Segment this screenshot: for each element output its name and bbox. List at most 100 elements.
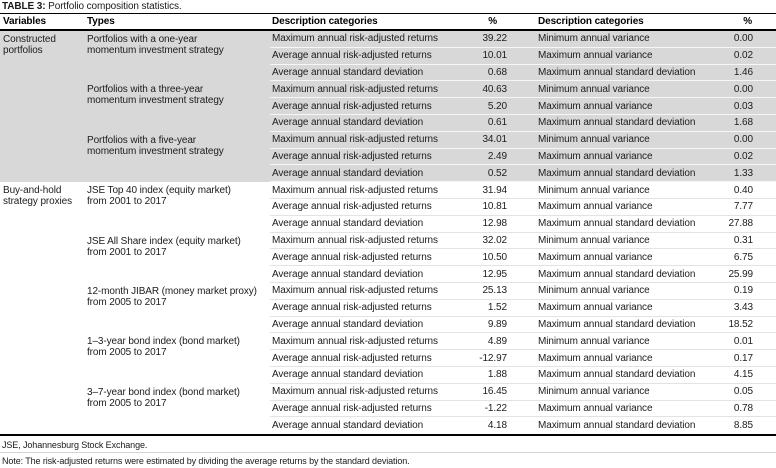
table-footnotes: JSE, Johannesburg Stock Exchange. Note: … (0, 436, 776, 468)
description-cell: Maximum annual standard deviation (536, 216, 712, 233)
percent-cell: 1.46 (712, 64, 776, 82)
percent-cell: 1.52 (462, 300, 536, 317)
percent-cell: 12.98 (462, 216, 536, 233)
table-row: Average annual standard deviation 12.95 Ma… (0, 266, 776, 283)
description-cell: Average annual standard deviation (270, 64, 462, 82)
percent-cell: 4.89 (462, 333, 536, 351)
percent-cell: 8.85 (733, 420, 753, 432)
table-row: Portfolios with a five-year momentum inve… (0, 131, 776, 183)
percent-cell: 0.05 (712, 384, 776, 401)
table-row: Average annual standard deviation 9.89 Max… (0, 317, 776, 334)
description-cell: Average annual standard deviation (270, 317, 462, 334)
percent-cell: 4.18 (487, 420, 507, 432)
percent-cell: 0.03 (712, 98, 776, 115)
type-cell: JSE Top 40 index (equity market) from 200… (87, 185, 231, 208)
percent-cell: 18.52 (712, 317, 776, 334)
table-row: 1–3-year bond index (bond market) from 20… (0, 333, 776, 358)
description-cell: Maximum annual risk-adjusted returns (270, 233, 462, 250)
description-cell: Minimum annual variance (536, 333, 712, 351)
percent-cell: 1.33 (712, 165, 776, 183)
percent-cell: 0.00 (712, 31, 776, 48)
header-description-2: Description categories (536, 14, 712, 31)
percent-cell: 32.02 (462, 233, 536, 250)
percent-cell: 1.88 (462, 367, 536, 384)
percent-cell: 0.00 (712, 81, 776, 99)
description-cell: Maximum annual risk-adjusted returns (270, 31, 462, 48)
type-cell: 1–3-year bond index (bond market) from 20… (87, 336, 240, 359)
table-row: Average annual standard deviation 12.98 Ma… (0, 216, 776, 233)
table-row: Average annual risk-adjusted returns 1.52… (0, 300, 776, 317)
percent-cell: 34.01 (462, 131, 536, 149)
header-row: Variables Types Description categories %… (0, 14, 776, 31)
type-cell: JSE All Share index (equity market) from … (87, 235, 241, 258)
footnote-abbreviation: JSE, Johannesburg Stock Exchange. (0, 437, 776, 454)
table-row: Average annual risk-adjusted returns 5.20… (0, 98, 776, 115)
table-row: JSE All Share index (equity market) from … (0, 233, 776, 258)
header-percent-1: % (462, 14, 536, 31)
percent-cell: 0.19 (712, 283, 776, 300)
description-cell: Average annual standard deviation (272, 420, 424, 432)
percent-cell: 9.89 (462, 317, 536, 334)
description-cell: Maximum annual variance (536, 148, 712, 166)
percent-cell: 0.68 (462, 64, 536, 82)
percent-cell: 0.01 (712, 333, 776, 351)
percent-cell: 0.00 (712, 131, 776, 149)
type-cell: Portfolios with a one-year momentum inves… (87, 31, 270, 82)
description-cell: Maximum annual variance (536, 300, 712, 317)
percent-cell: 10.81 (462, 199, 536, 216)
table-row: Buy-and-hold strategy proxies JSE Top 40 … (0, 182, 776, 207)
description-cell: Average annual standard deviation (270, 216, 462, 233)
percent-cell: 10.50 (462, 249, 536, 267)
table-row: Average annual risk-adjusted returns -1.2… (0, 401, 776, 418)
type-cell: Portfolios with a three-year momentum inv… (87, 81, 270, 132)
description-cell: Minimum annual variance (536, 283, 712, 300)
table-row: Constructed portfolios Portfolios with a … (0, 31, 776, 183)
percent-cell: -12.97 (462, 350, 536, 367)
description-cell: Average annual standard deviation (270, 266, 462, 283)
description-cell: Average annual risk-adjusted returns (270, 148, 462, 166)
percent-cell: 1.68 (712, 114, 776, 132)
percent-cell: 6.75 (712, 249, 776, 267)
description-cell: Maximum annual risk-adjusted returns (270, 182, 462, 199)
table-row: Average annual risk-adjusted returns 2.49… (0, 148, 776, 166)
percent-cell: 4.15 (712, 367, 776, 384)
percent-cell: 0.61 (462, 114, 536, 132)
table-header: Variables Types Description categories %… (0, 14, 776, 31)
percent-cell: 0.40 (712, 182, 776, 199)
header-percent-2: % (712, 14, 776, 31)
table-row: Average annual standard deviation 0.61 Max… (0, 114, 776, 132)
header-variables: Variables (0, 14, 87, 31)
footnote-note: Note: The risk-adjusted returns were est… (2, 456, 410, 467)
description-cell: Maximum annual variance (536, 199, 712, 216)
variables-cell: Buy-and-hold strategy proxies (3, 185, 72, 208)
percent-cell: 5.20 (462, 98, 536, 115)
table-row: 12-month JIBAR (money market proxy) from … (0, 283, 776, 308)
table-row: Average annual risk-adjusted returns 10.0… (0, 47, 776, 65)
percent-cell: 2.49 (462, 148, 536, 166)
table-row: Average annual risk-adjusted returns 10.8… (0, 199, 776, 216)
description-cell: Maximum annual standard deviation (536, 266, 712, 283)
percent-cell: 3.43 (712, 300, 776, 317)
description-cell: Maximum annual risk-adjusted returns (270, 384, 462, 401)
description-cell: Minimum annual variance (536, 31, 712, 48)
description-cell: Average annual risk-adjusted returns (270, 47, 462, 65)
percent-cell: 0.02 (712, 47, 776, 65)
description-cell: Maximum annual variance (536, 249, 712, 267)
percent-cell: 10.01 (462, 47, 536, 65)
description-cell: Maximum annual standard deviation (536, 317, 712, 334)
percent-cell: 27.88 (712, 216, 776, 233)
description-cell: Maximum annual variance (536, 401, 712, 418)
description-cell: Average annual risk-adjusted returns (270, 401, 462, 418)
table-row: Average annual standard deviation 0.52 Max… (0, 165, 776, 183)
percent-cell: 25.13 (462, 283, 536, 300)
description-cell: Minimum annual variance (536, 233, 712, 250)
table-title-text: Portfolio composition statistics. (48, 1, 182, 12)
percent-cell: -1.22 (462, 401, 536, 418)
type-cell: Portfolios with a five-year momentum inve… (87, 131, 270, 183)
percent-cell: 31.94 (462, 182, 536, 199)
description-cell: Maximum annual risk-adjusted returns (270, 131, 462, 149)
description-cell: Average annual risk-adjusted returns (270, 300, 462, 317)
description-cell: Average annual standard deviation (270, 114, 462, 132)
description-cell: Minimum annual variance (536, 182, 712, 199)
table-row: Portfolios with a three-year momentum inv… (0, 81, 776, 132)
